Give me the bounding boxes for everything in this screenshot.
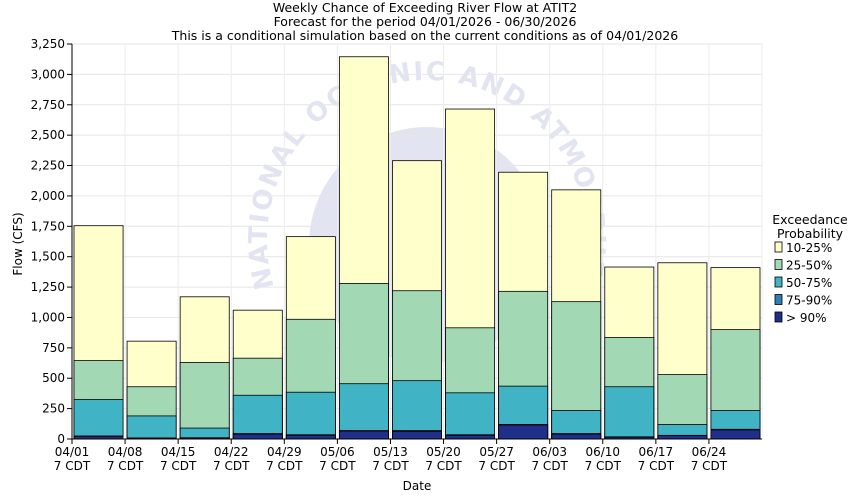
x-tick-label: 06/10 (585, 445, 620, 459)
x-tick-sublabel: 7 CDT (691, 459, 728, 473)
legend-swatch (774, 241, 783, 253)
x-tick-sublabel: 7 CDT (266, 459, 303, 473)
y-tick-label: 500 (42, 371, 65, 385)
x-tick-sublabel: 7 CDT (54, 459, 91, 473)
legend-label: 25-50% (786, 259, 832, 273)
legend-title-line2: Probability (777, 226, 844, 241)
y-tick-label: 3,250 (31, 37, 65, 51)
x-tick-sublabel: 7 CDT (531, 459, 568, 473)
x-tick-sublabel: 7 CDT (160, 459, 197, 473)
bar-segment (285, 434, 336, 440)
x-tick-sublabel: 7 CDT (585, 459, 622, 473)
y-tick-label: 2,000 (31, 189, 65, 203)
chart-subtitle-conditions: This is a conditional simulation based o… (171, 28, 678, 43)
bar-segment (179, 362, 230, 440)
x-tick-label: 04/29 (267, 445, 302, 459)
x-tick-label: 05/13 (373, 445, 408, 459)
x-tick-sublabel: 7 CDT (319, 459, 356, 473)
bar-segment (179, 427, 230, 440)
legend-label: > 90% (786, 311, 827, 325)
legend-swatch (774, 259, 783, 270)
legend-swatch (774, 276, 783, 288)
x-tick-sublabel: 7 CDT (107, 459, 144, 473)
bar-segment (445, 392, 496, 440)
bar-segment (392, 431, 442, 440)
y-tick-label: 3,000 (31, 67, 65, 81)
y-axis-title: Flow (CFS) (11, 212, 25, 275)
bar-segment (285, 391, 336, 440)
x-tick-sublabel: 7 CDT (213, 459, 250, 473)
x-tick-sublabel: 7 CDT (425, 459, 462, 473)
x-tick-sublabel: 7 CDT (638, 459, 675, 473)
legend-label: 50-75% (786, 276, 832, 290)
y-tick-label: 2,750 (31, 98, 65, 112)
x-tick-label: 04/22 (214, 445, 249, 459)
chart-title: Weekly Chance of Exceeding River Flow at… (273, 0, 577, 15)
bar-segment (498, 424, 549, 440)
x-tick-label: 04/01 (55, 445, 90, 459)
bar-segment (232, 433, 283, 440)
bar-segment (338, 430, 389, 440)
y-tick-label: 250 (42, 402, 65, 416)
bar-segment (73, 399, 124, 440)
x-tick-label: 04/15 (161, 445, 196, 459)
x-tick-label: 06/24 (692, 445, 727, 459)
x-tick-label: 05/20 (426, 445, 461, 459)
y-tick-label: 1,500 (31, 250, 65, 264)
stacked-bars (73, 56, 761, 440)
x-tick-label: 05/27 (479, 445, 514, 459)
x-tick-sublabel: 7 CDT (478, 459, 515, 473)
y-tick-label: 750 (42, 341, 65, 355)
legend-swatch (774, 311, 783, 323)
y-tick-label: 0 (57, 432, 65, 446)
y-tick-label: 2,250 (31, 159, 65, 173)
bar-segment (338, 383, 389, 440)
bar-segment (551, 433, 602, 440)
x-tick-label: 05/06 (320, 445, 355, 459)
legend-title: Exceedance (772, 212, 848, 227)
x-tick-label: 04/08 (108, 445, 143, 459)
y-tick-label: 1,750 (31, 219, 65, 233)
bar-segment (657, 435, 708, 440)
bar-segment (445, 434, 496, 440)
chart-subtitle-period: Forecast for the period 04/01/2026 - 06/… (274, 14, 577, 29)
y-tick-label: 1,000 (31, 310, 65, 324)
y-tick-label: 2,500 (31, 128, 65, 142)
x-tick-sublabel: 7 CDT (372, 459, 409, 473)
legend-label: 10-25% (786, 241, 832, 255)
bar-segment (604, 386, 655, 440)
y-tick-label: 1,250 (31, 280, 65, 294)
bar-segment (710, 429, 761, 440)
bar-segment (392, 380, 442, 440)
x-tick-label: 06/03 (532, 445, 567, 459)
y-axis: 0 250 500 750 1,000 1,250 1,500 1,750 2,000 2,250… (31, 37, 73, 446)
x-axis-title: Date (403, 479, 432, 493)
x-tick-label: 06/17 (639, 445, 674, 459)
bar-segment (232, 394, 283, 440)
bar-segment (126, 415, 177, 440)
legend-label: 75-90% (786, 294, 832, 308)
legend-swatch (774, 294, 783, 305)
